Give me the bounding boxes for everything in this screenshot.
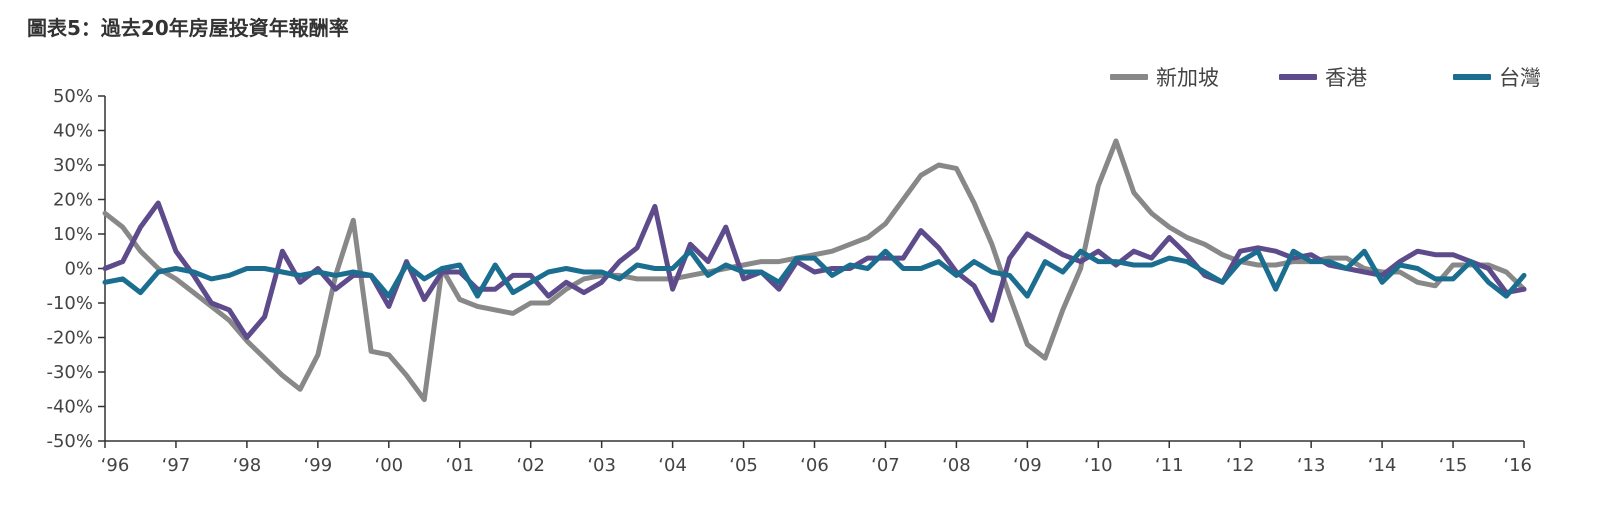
legend-label-hongkong: 香港 [1325,66,1367,90]
y-tick-label: -30% [46,362,93,383]
legend-item-singapore: 新加坡 [1110,62,1219,92]
y-tick-label: 0% [64,259,93,280]
x-tick-label: ‘99 [304,455,333,476]
x-tick-label: ‘07 [871,455,900,476]
y-tick-label: 40% [53,121,93,142]
x-tick-label: ‘16 [1503,455,1532,476]
x-tick-label: ‘04 [658,455,687,476]
x-tick-label: ‘02 [516,455,545,476]
y-tick-label: 30% [53,155,93,176]
x-tick-label: ‘14 [1368,455,1397,476]
x-tick-label: ‘08 [942,455,971,476]
legend-label-taiwan: 台灣 [1499,66,1541,90]
y-tick-label: -20% [46,328,93,349]
x-tick-label: ‘97 [162,455,191,476]
legend-item-taiwan: 台灣 [1453,62,1541,92]
x-tick-label: ‘13 [1297,455,1326,476]
chart-title: 圖表5：過去20年房屋投資年報酬率 [27,16,349,40]
y-tick-label: -10% [46,293,93,314]
x-tick-label: ‘98 [233,455,262,476]
y-tick-label: -40% [46,397,93,418]
x-tick-label: ‘11 [1155,455,1184,476]
x-tick-label: ‘01 [445,455,474,476]
y-tick-label: -50% [46,431,93,452]
series-line-1 [102,200,1527,340]
x-tick-label: ‘10 [1084,455,1113,476]
y-tick-label: 50% [53,86,93,107]
legend-swatch-singapore [1110,74,1148,80]
x-tick-label: ‘15 [1439,455,1468,476]
x-tick-label: ‘12 [1226,455,1255,476]
legend-swatch-hongkong [1279,74,1317,80]
x-tick-label: ‘03 [587,455,616,476]
legend-label-singapore: 新加坡 [1156,66,1219,90]
y-tick-label: 20% [53,190,93,211]
legend-swatch-taiwan [1453,74,1491,80]
legend-item-hongkong: 香港 [1279,62,1367,92]
x-tick-label: ‘00 [374,455,403,476]
series-line-2 [102,248,1527,299]
x-tick-label: ‘06 [800,455,829,476]
x-tick-label: ‘96 [101,455,130,476]
chart-legend: 新加坡 香港 台灣 [1110,62,1541,92]
y-tick-label: 10% [53,224,93,245]
x-tick-label: ‘09 [1013,455,1042,476]
x-tick-label: ‘05 [729,455,758,476]
